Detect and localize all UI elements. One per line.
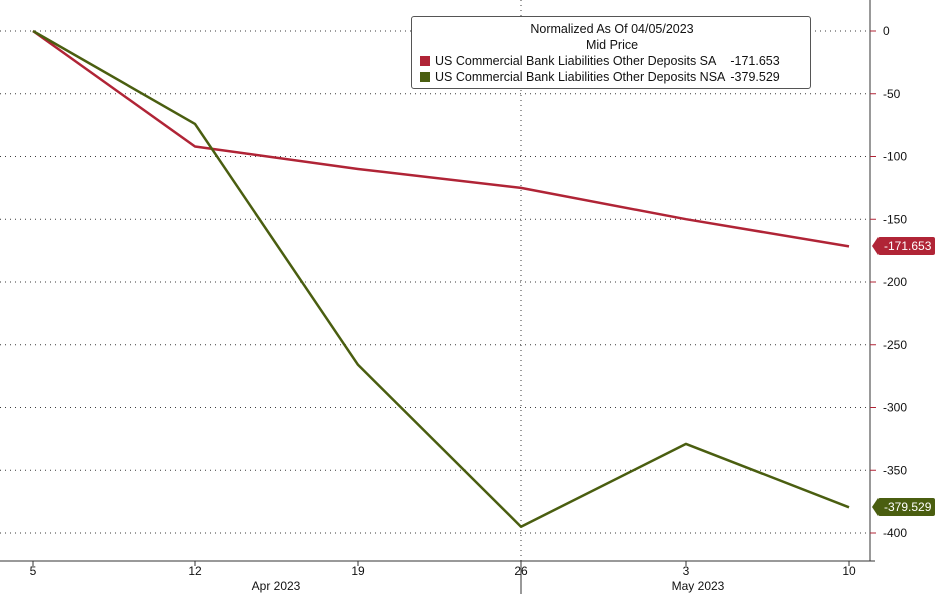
x-tick-label-1: 12 (188, 564, 202, 578)
y-tick-label-6: -300 (883, 401, 907, 415)
y-tick-label-0: 0 (883, 24, 890, 38)
x-tick-label-0: 5 (30, 564, 37, 578)
y-tick-label-1: -50 (883, 87, 901, 101)
series-line-nsa (32, 29, 850, 528)
x-tick-label-2: 19 (351, 564, 365, 578)
legend-swatch-sa (420, 56, 430, 66)
y-tick-label-3: -150 (883, 212, 907, 226)
legend-entry-nsa: US Commercial Bank Liabilities Other Dep… (420, 69, 804, 85)
y-tick-label-4: -200 (883, 275, 907, 289)
x-month-label-may: May 2023 (672, 579, 725, 593)
legend-value-sa: -171.653 (730, 54, 780, 68)
chart-legend: Normalized As Of 04/05/2023 Mid Price US… (411, 16, 811, 89)
x-tick-label-5: 10 (842, 564, 856, 578)
chart-subtitle: Mid Price (585, 38, 639, 52)
legend-entry-sa: US Commercial Bank Liabilities Other Dep… (420, 53, 804, 69)
legend-value-nsa: -379.529 (730, 70, 780, 84)
y-tick-label-8: -400 (883, 526, 907, 540)
chart-title: Normalized As Of 04/05/2023 (530, 22, 694, 36)
legend-swatch-nsa (420, 72, 430, 82)
last-value-tag-nsa: -379.529 (871, 498, 936, 517)
y-tick-label-2: -100 (883, 150, 907, 164)
x-tick-label-3: 26 (514, 564, 528, 578)
x-tick-label-4: 3 (683, 564, 690, 578)
legend-label-nsa: US Commercial Bank Liabilities Other Dep… (435, 70, 726, 84)
y-tick-label-7: -350 (883, 463, 907, 477)
y-tick-label-5: -250 (883, 338, 907, 352)
last-value-tag-sa: -171.653 (871, 237, 936, 256)
legend-label-sa: US Commercial Bank Liabilities Other Dep… (435, 54, 717, 68)
x-month-label-apr: Apr 2023 (252, 579, 301, 593)
series-line-sa (32, 29, 850, 248)
